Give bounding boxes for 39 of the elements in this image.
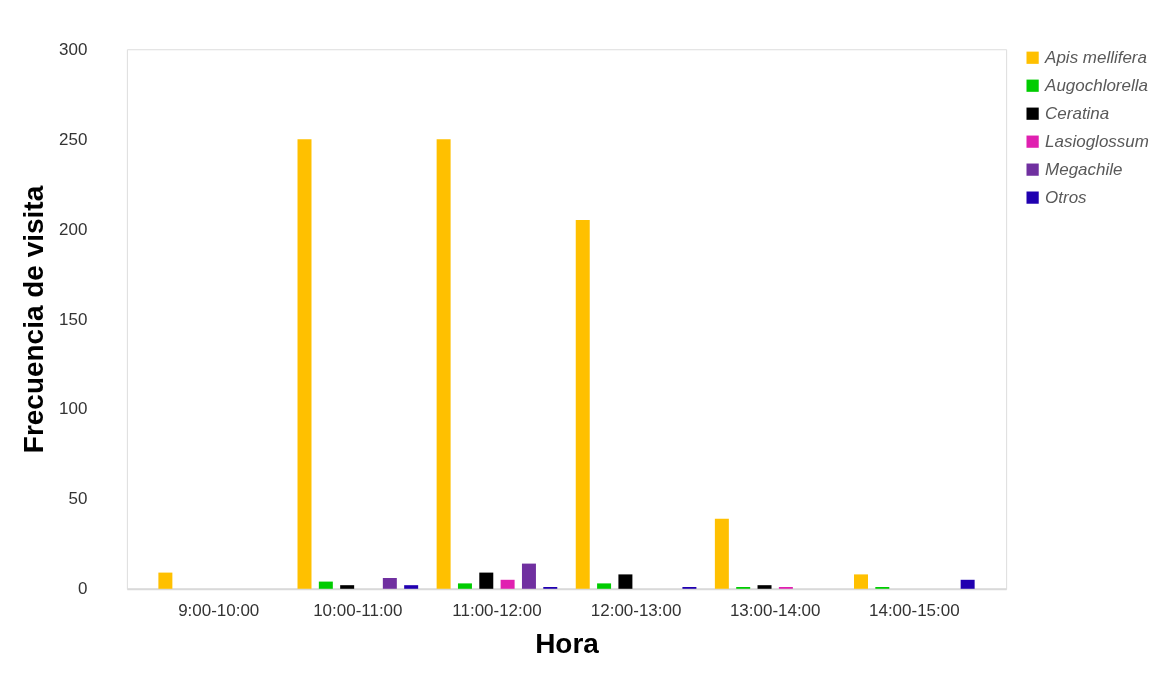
bar <box>404 585 419 589</box>
bar <box>340 585 355 589</box>
y-tick-label: 100 <box>59 399 88 419</box>
y-axis-title: Frecuencia de visita <box>18 185 50 454</box>
bar <box>575 220 590 589</box>
legend-label: Ceratina <box>1045 103 1110 123</box>
bar <box>457 583 472 589</box>
y-tick-label: 200 <box>59 219 88 239</box>
bar <box>297 139 312 589</box>
bar <box>158 572 173 589</box>
x-tick-label: 10:00-11:00 <box>313 601 403 621</box>
x-axis-title: Hora <box>535 628 600 660</box>
y-tick-label: 0 <box>77 579 88 599</box>
x-tick-label: 14:00-15:00 <box>869 601 960 621</box>
legend-label: Lasioglossum <box>1045 131 1149 151</box>
bar <box>597 583 612 589</box>
bar <box>382 577 397 589</box>
legend-label: Apis mellifera <box>1044 47 1147 67</box>
bar <box>521 563 536 589</box>
bar <box>479 572 494 589</box>
legend-label: Megachile <box>1045 159 1123 179</box>
x-tick-label: 9:00-10:00 <box>178 601 260 621</box>
bar <box>318 581 333 589</box>
legend-label: Augochlorella <box>1044 75 1148 95</box>
bar <box>618 574 633 589</box>
bar <box>500 579 515 589</box>
bar <box>960 579 975 589</box>
x-tick-label: 11:00-12:00 <box>452 601 542 621</box>
bar <box>714 518 729 589</box>
bar <box>436 139 451 589</box>
legend-label: Otros <box>1045 187 1088 207</box>
x-tick-label: 12:00-13:00 <box>590 601 682 621</box>
y-tick-label: 250 <box>59 129 88 149</box>
bar <box>853 574 868 589</box>
y-tick-label: 300 <box>59 39 88 59</box>
x-tick-label: 13:00-14:00 <box>729 601 821 621</box>
y-tick-label: 50 <box>68 489 88 509</box>
y-tick-label: 150 <box>59 309 88 329</box>
bar <box>757 585 772 589</box>
